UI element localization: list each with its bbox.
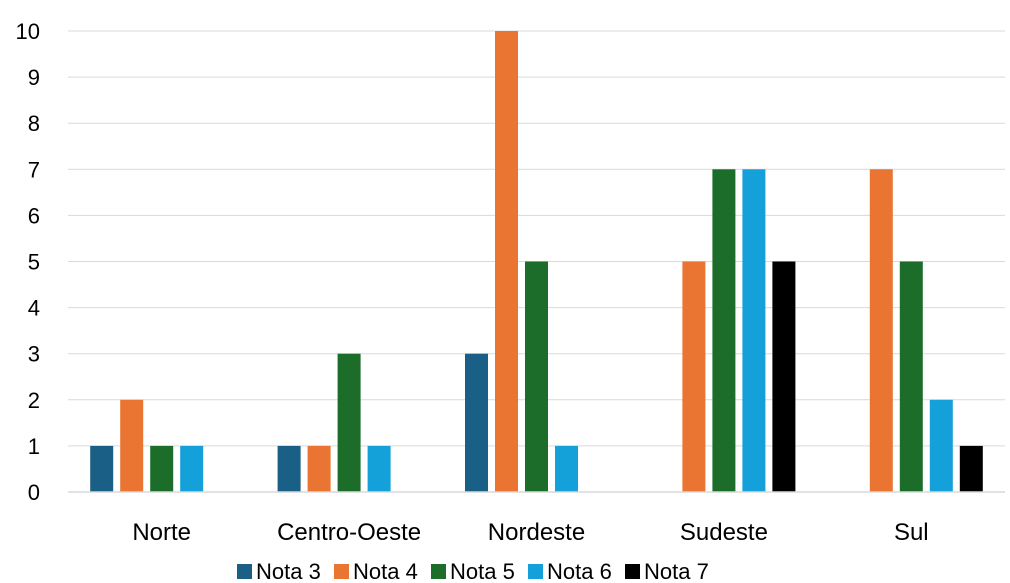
- bar-nota-4-nordeste: [495, 31, 518, 492]
- bar-nota-7-sul: [959, 445, 983, 492]
- bar-nota-4-norte: [120, 399, 144, 492]
- category-label: Norte: [132, 519, 191, 546]
- bar-nota-6-sul: [929, 399, 953, 492]
- bar-nota-5-centro-oeste: [337, 353, 361, 492]
- category-label: Sudeste: [680, 519, 768, 546]
- legend-swatch: [528, 564, 543, 579]
- bar-nota-3-nordeste: [465, 353, 488, 492]
- bar-nota-6-nordeste: [555, 445, 578, 492]
- legend-label: Nota 5: [450, 559, 515, 583]
- category-labels: Norte Centro-Oeste Nordeste Sudeste Sul: [132, 519, 928, 546]
- y-tick-label: 4: [28, 296, 40, 321]
- bars: [90, 31, 983, 493]
- y-axis-tick-labels: 0 1 2 3 4 5 6 7 8 9 10: [16, 19, 40, 505]
- category-label: Nordeste: [488, 519, 585, 546]
- bar-nota-5-sul: [899, 261, 923, 492]
- y-tick-label: 1: [28, 434, 40, 459]
- legend-swatch: [334, 564, 349, 579]
- bar-nota-5-nordeste: [525, 261, 548, 492]
- y-tick-label: 7: [28, 157, 40, 182]
- y-tick-label: 2: [28, 388, 40, 413]
- bar-nota-5-sudeste: [712, 169, 736, 493]
- y-tick-label: 10: [16, 19, 40, 44]
- category-label: Centro-Oeste: [277, 519, 421, 546]
- y-tick-label: 3: [28, 342, 40, 367]
- category-label: Sul: [894, 519, 929, 546]
- bar-nota-3-centro-oeste: [277, 445, 301, 492]
- y-tick-label: 6: [28, 203, 40, 228]
- bar-nota-4-sul: [869, 169, 893, 493]
- bar-nota-5-norte: [150, 445, 174, 492]
- bar-nota-4-centro-oeste: [307, 445, 331, 492]
- bar-nota-3-norte: [90, 445, 114, 492]
- y-tick-label: 8: [28, 111, 40, 136]
- legend-swatch: [431, 564, 446, 579]
- y-tick-label: 0: [28, 480, 40, 505]
- bar-nota-6-norte: [180, 445, 204, 492]
- bar-nota-6-centro-oeste: [367, 445, 391, 492]
- legend-label: Nota 6: [547, 559, 612, 583]
- legend-label: Nota 7: [644, 559, 709, 583]
- y-tick-label: 5: [28, 250, 40, 275]
- legend: Nota 3 Nota 4 Nota 5 Nota 6 Nota 7: [237, 559, 709, 583]
- bar-nota-4-sudeste: [682, 261, 706, 492]
- legend-label: Nota 4: [353, 559, 418, 583]
- legend-swatch: [625, 564, 640, 579]
- legend-label: Nota 3: [256, 559, 321, 583]
- bar-nota-7-sudeste: [772, 261, 796, 492]
- y-tick-label: 9: [28, 65, 40, 90]
- legend-swatch: [237, 564, 252, 579]
- bar-nota-6-sudeste: [742, 169, 766, 493]
